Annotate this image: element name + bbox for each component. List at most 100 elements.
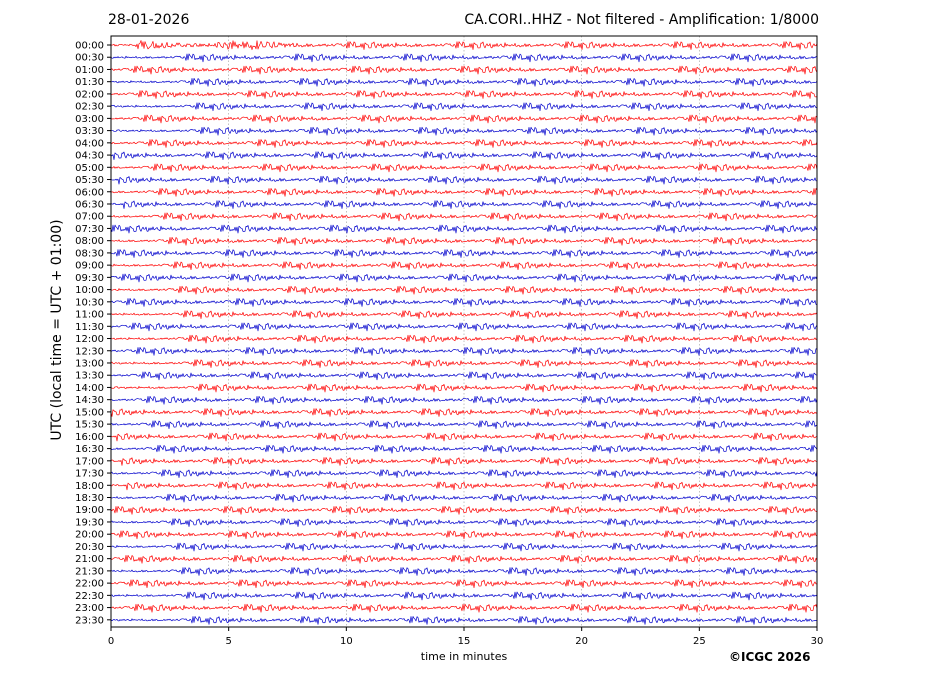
trace-2300 [110,603,818,613]
row-time-label: 18:30 [75,493,104,504]
trace-1400 [110,383,818,393]
trace-1030 [110,298,818,307]
chart-title: CA.CORI..HHZ - Not filtered - Amplificat… [464,12,819,28]
trace-1430 [110,395,818,405]
trace-2100 [110,554,818,564]
trace-1900 [110,506,818,515]
row-time-label: 16:00 [75,432,104,443]
row-time-label: 21:30 [75,566,104,577]
trace-1130 [110,322,818,332]
trace-0600 [110,188,818,197]
row-time-label: 09:00 [75,261,104,272]
trace-1530 [110,420,818,430]
row-time-label: 15:00 [75,407,104,418]
row-time-label: 05:30 [75,175,104,186]
row-time-label: 13:30 [75,371,104,382]
trace-0500 [110,163,818,173]
row-time-label: 15:30 [75,420,104,431]
trace-1500 [110,408,818,417]
row-time-label: 05:00 [75,163,104,174]
trace-1300 [110,359,818,368]
trace-1700 [110,457,818,466]
copyright-notice: ©ICGC 2026 [729,650,811,664]
trace-2200 [110,579,818,589]
row-time-label: 12:30 [75,346,104,357]
trace-1830 [110,493,818,503]
trace-1630 [110,444,818,454]
row-time-label: 10:30 [75,297,104,308]
row-time-label: 20:30 [75,542,104,553]
trace-0430 [110,151,818,160]
trace-0800 [110,236,818,246]
row-time-label: 21:00 [75,554,104,565]
row-time-label: 00:00 [75,41,104,52]
x-tick-group: 0 5 10 15 20 25 30 [108,627,824,647]
row-time-label: 14:30 [75,395,104,406]
trace-1100 [110,310,818,319]
row-time-label: 07:00 [75,212,104,223]
x-tick-label: 5 [225,636,231,647]
trace-group [110,40,818,625]
trace-1330 [110,371,818,381]
row-time-label: 23:00 [75,603,104,614]
trace-0730 [110,224,818,234]
row-time-label: 18:00 [75,481,104,492]
row-time-label: 11:00 [75,310,104,321]
row-time-label: 22:30 [75,591,104,602]
trace-0200 [110,90,818,99]
row-time-label: 06:30 [75,199,104,210]
x-axis-label: time in minutes [420,650,508,663]
trace-1800 [110,481,818,491]
row-time-label: 23:30 [75,615,104,626]
trace-2230 [110,591,818,601]
trace-0330 [110,126,818,136]
row-time-label: 10:00 [75,285,104,296]
x-tick-label: 10 [340,636,353,647]
trace-0830 [110,249,818,258]
row-time-label: 19:30 [75,517,104,528]
row-time-label: 02:30 [75,102,104,113]
trace-0530 [110,175,818,185]
row-time-label: 08:30 [75,248,104,259]
row-time-label: 01:30 [75,77,104,88]
row-time-label: 20:00 [75,530,104,541]
trace-2000 [110,530,818,540]
row-time-label: 17:30 [75,469,104,480]
row-time-label: 11:30 [75,322,104,333]
trace-1600 [110,432,818,442]
grid-lines [228,36,700,627]
row-time-label: 07:30 [75,224,104,235]
row-time-label: 12:00 [75,334,104,345]
row-time-label: 03:00 [75,114,104,125]
row-time-label: 00:30 [75,53,104,64]
trace-0100 [110,65,818,75]
trace-0300 [110,114,818,124]
row-time-label: 16:30 [75,444,104,455]
x-tick-label: 30 [811,636,824,647]
trace-0230 [110,102,818,112]
record-date: 28-01-2026 [108,12,190,28]
trace-0700 [110,212,818,222]
row-time-label: 06:00 [75,187,104,198]
trace-0400 [110,139,818,148]
x-tick-label: 0 [108,636,114,647]
row-time-label: 03:30 [75,126,104,137]
row-time-label: 19:00 [75,505,104,516]
plot-frame [110,35,818,628]
trace-1730 [110,469,818,478]
row-time-label: 13:00 [75,358,104,369]
trace-1930 [110,518,818,527]
trace-2330 [110,616,818,625]
trace-0930 [110,273,818,283]
row-time-label: 22:00 [75,579,104,590]
trace-2030 [110,542,818,552]
row-time-label: 02:00 [75,89,104,100]
trace-0630 [110,200,818,209]
trace-0000 [110,40,818,51]
row-time-label: 01:00 [75,65,104,76]
x-tick-label: 20 [575,636,588,647]
row-time-label: 17:00 [75,456,104,467]
trace-0030 [110,53,818,63]
row-time-label: 08:00 [75,236,104,247]
